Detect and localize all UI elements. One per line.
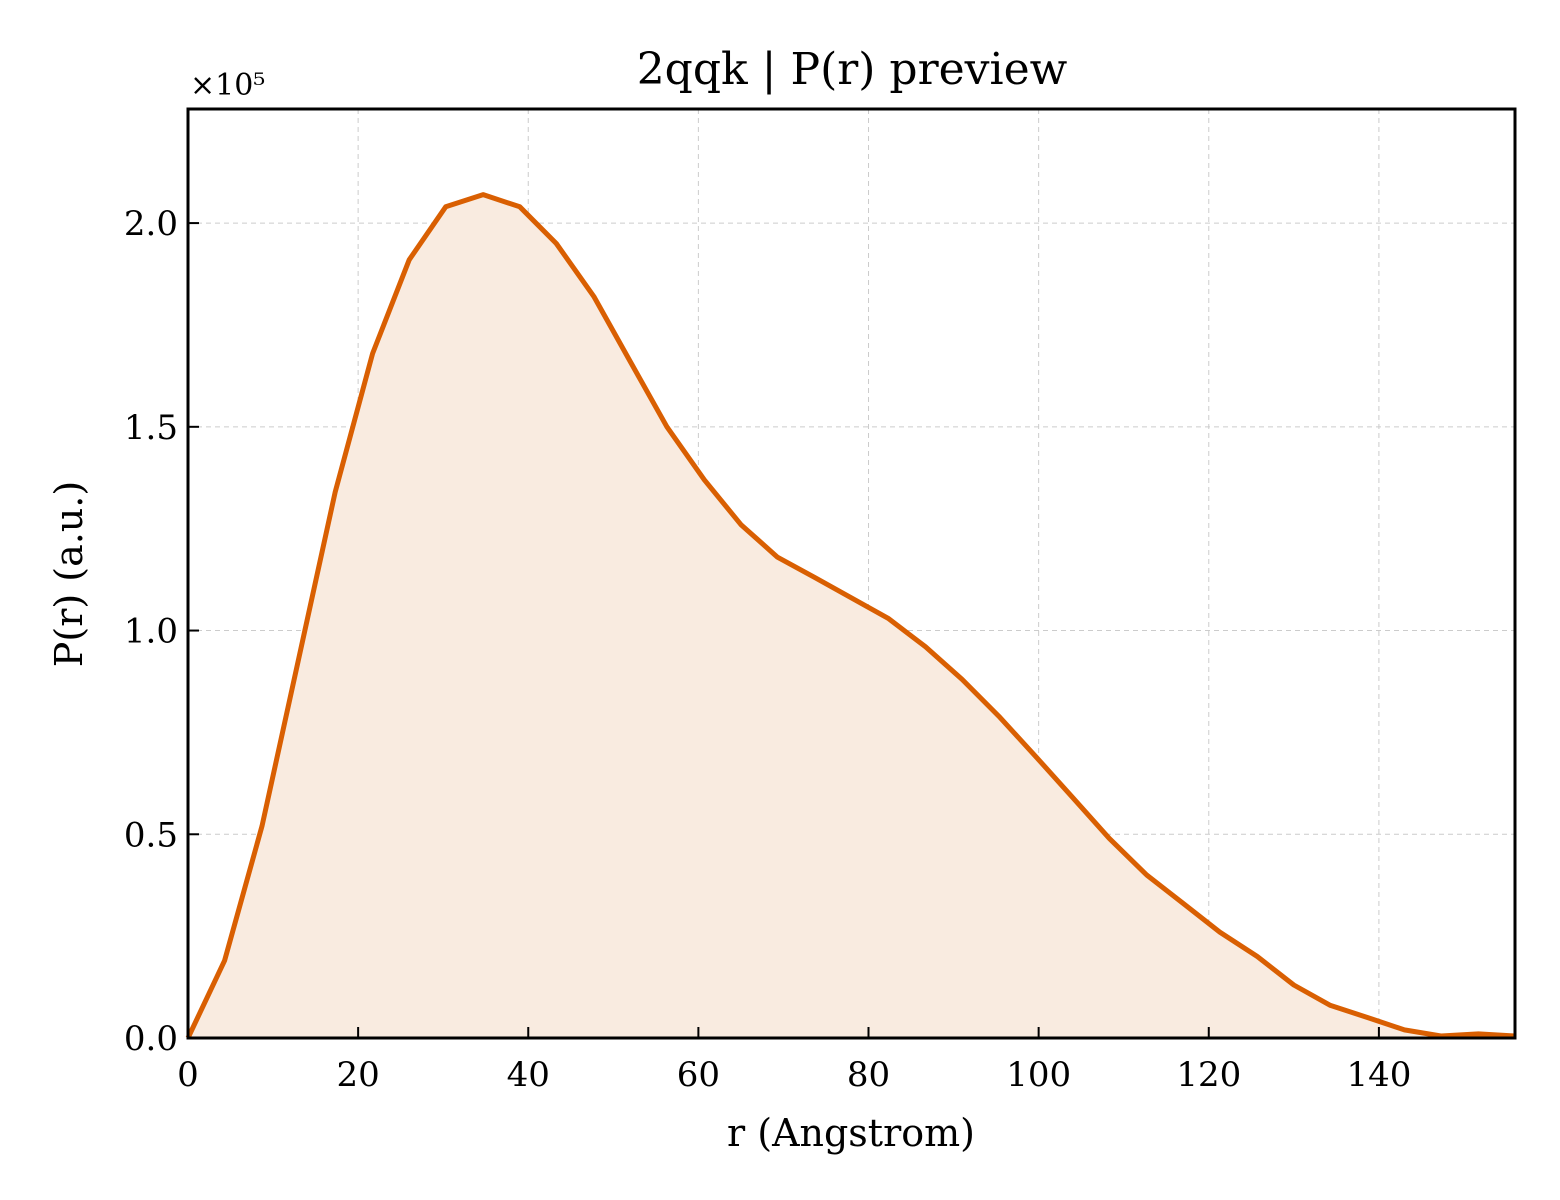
x-tick-label: 100 [1006,1055,1071,1095]
series-line [185,192,1516,1040]
x-tick-label: 20 [336,1055,379,1095]
x-tick-label: 120 [1176,1055,1241,1095]
x-tick-label: 0 [177,1055,199,1095]
axis-ticks: 0 20 40 60 80 100 120 140 0.0 0.5 1.0 1.5 2.0 [124,204,1411,1095]
y-tick-label: 1.0 [124,612,178,652]
y-tick-label: 2.0 [124,204,178,244]
y-tick-label: 0.5 [124,815,178,855]
chart-title: 2qqk | P(r) preview [637,44,1068,95]
x-tick-label: 40 [507,1055,550,1095]
y-tick-label: 1.5 [124,408,178,448]
plot-frame [186,107,1517,1040]
y-multiplier-label: ×10⁵ [190,68,265,103]
x-tick-label: 60 [677,1055,720,1095]
y-tick-label: 0.0 [124,1019,178,1059]
x-tick-label: 80 [847,1055,890,1095]
series-area-fill [188,194,1515,1039]
x-axis-label: r (Angstrom) [727,1111,975,1155]
y-axis-label: P(r) (a.u.) [47,481,91,667]
plot-area [185,192,1516,1040]
x-tick-label: 140 [1346,1055,1411,1095]
